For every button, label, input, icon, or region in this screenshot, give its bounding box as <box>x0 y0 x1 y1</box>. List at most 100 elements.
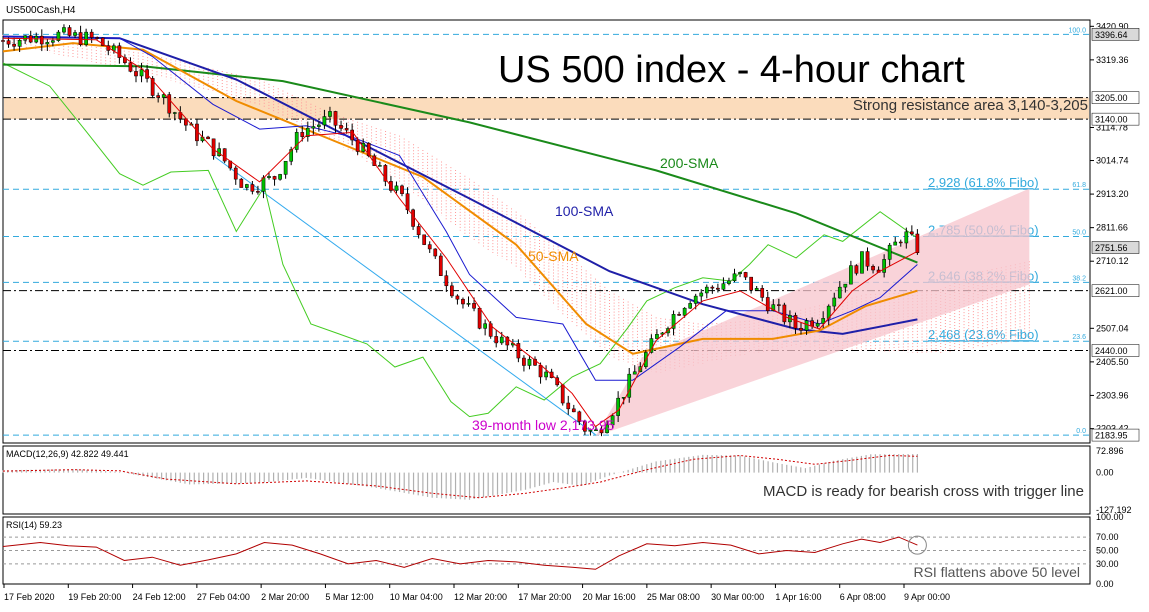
time-tick-label: 17 Mar 20:00 <box>518 592 571 602</box>
candle-body <box>616 397 620 416</box>
chikou-span-line <box>2 62 918 418</box>
candle-body <box>322 116 327 126</box>
descending-trendline <box>212 155 596 436</box>
candle-body <box>583 421 587 432</box>
candle-body <box>333 111 338 126</box>
candle-body <box>23 35 28 41</box>
candle-body <box>427 244 432 250</box>
candle-body <box>45 42 50 45</box>
candle-body <box>405 193 410 211</box>
candle-body <box>522 357 526 366</box>
time-tick-label: 19 Feb 20:00 <box>68 592 121 602</box>
candle-body <box>233 167 238 180</box>
candle-body <box>544 371 548 378</box>
candle-body <box>477 308 482 329</box>
candle-body <box>560 384 565 404</box>
candle-body <box>594 429 598 431</box>
candle-body <box>605 424 609 434</box>
macd-tick-label: 72.896 <box>1096 446 1124 456</box>
candle-body <box>610 415 615 426</box>
candle-body <box>671 314 676 329</box>
sma50-label: 50-SMA <box>528 248 579 264</box>
fib-ratio-label: 50.0 <box>1072 229 1086 236</box>
candle-body <box>433 248 438 257</box>
price-tick-label: 3114.78 <box>1096 122 1128 132</box>
candle-body <box>161 94 166 98</box>
candle-body <box>516 343 521 359</box>
candle-body <box>909 231 914 235</box>
rsi-tick-label: 30.00 <box>1096 559 1119 569</box>
candle-body <box>444 275 449 287</box>
rsi-tick-label: 50.00 <box>1096 546 1119 556</box>
candle-body <box>810 320 814 327</box>
candle-body <box>799 327 803 331</box>
price-tick-label: 2507.04 <box>1096 323 1129 333</box>
time-tick-label: 25 Mar 08:00 <box>647 592 700 602</box>
candle-body <box>172 112 177 114</box>
candle-body <box>89 31 94 38</box>
candle-body <box>716 287 720 290</box>
time-tick-label: 9 Apr 00:00 <box>904 592 950 602</box>
price-highlight-label: 2183.95 <box>1095 431 1128 441</box>
candle-body <box>499 336 504 344</box>
candle-body <box>394 185 399 191</box>
price-highlight-box <box>1091 28 1140 41</box>
candle-body <box>765 297 770 311</box>
candle-body <box>39 35 44 45</box>
macd-title: MACD(12,26,9) 42.822 49.441 <box>6 449 129 459</box>
fib-ratio-label: 100.0 <box>1068 27 1086 34</box>
candle-body <box>239 178 244 188</box>
candle-body <box>311 126 316 129</box>
price-tick-label: 2303.96 <box>1096 390 1129 400</box>
candle-body <box>527 358 532 366</box>
candle-body <box>571 408 576 413</box>
candle-body <box>849 265 853 285</box>
price-highlight-box <box>1091 241 1140 254</box>
candle-body <box>400 185 404 194</box>
candle-body <box>749 276 753 291</box>
candle-body <box>898 241 903 244</box>
candle-body <box>73 32 77 36</box>
time-tick-label: 10 Mar 04:00 <box>390 592 443 602</box>
candle-body <box>78 32 83 45</box>
candle-body <box>627 373 632 398</box>
candle-body <box>655 334 659 339</box>
candle-body <box>411 209 415 227</box>
price-tick-label: 3319.36 <box>1096 55 1129 65</box>
candle-body <box>677 314 681 316</box>
candle-body <box>128 62 133 72</box>
candle-body <box>211 138 216 157</box>
candle-body <box>505 336 510 346</box>
fib-level-label: 2,928 (61.8% Fibo) <box>928 175 1039 190</box>
candle-body <box>494 336 499 344</box>
symbol-label: US500Cash,H4 <box>6 5 76 16</box>
price-tick-label: 2710.12 <box>1096 256 1129 266</box>
time-tick-label: 12 Mar 20:00 <box>454 592 507 602</box>
candle-body <box>6 40 11 45</box>
candle-body <box>328 111 332 117</box>
fib-ratio-label: 0.0 <box>1076 428 1086 435</box>
price-tick-label: 3420.90 <box>1096 21 1129 31</box>
candle-body <box>377 165 382 167</box>
price-tick-label: 2203.42 <box>1096 424 1129 434</box>
candle-body <box>283 160 288 175</box>
candle-body <box>117 45 122 58</box>
candle-body <box>599 429 604 434</box>
candle-body <box>317 124 321 127</box>
time-tick-label: 2 Mar 20:00 <box>261 592 309 602</box>
candle-body <box>738 272 742 275</box>
sma50-line <box>2 42 918 355</box>
candle-body <box>250 184 255 192</box>
candle-body <box>17 40 22 47</box>
candle-body <box>776 304 781 306</box>
fib-ratio-label: 38.2 <box>1072 275 1086 282</box>
candle-body <box>51 40 55 43</box>
rsi-tick-label: 70.00 <box>1096 532 1119 542</box>
price-highlight-label: 3396.64 <box>1095 30 1128 40</box>
candle-body <box>682 307 687 316</box>
rsi-highlight-circle <box>907 535 927 555</box>
candle-body <box>893 241 898 246</box>
macd-tick-label: 0.00 <box>1096 468 1114 478</box>
candle-body <box>422 234 427 245</box>
